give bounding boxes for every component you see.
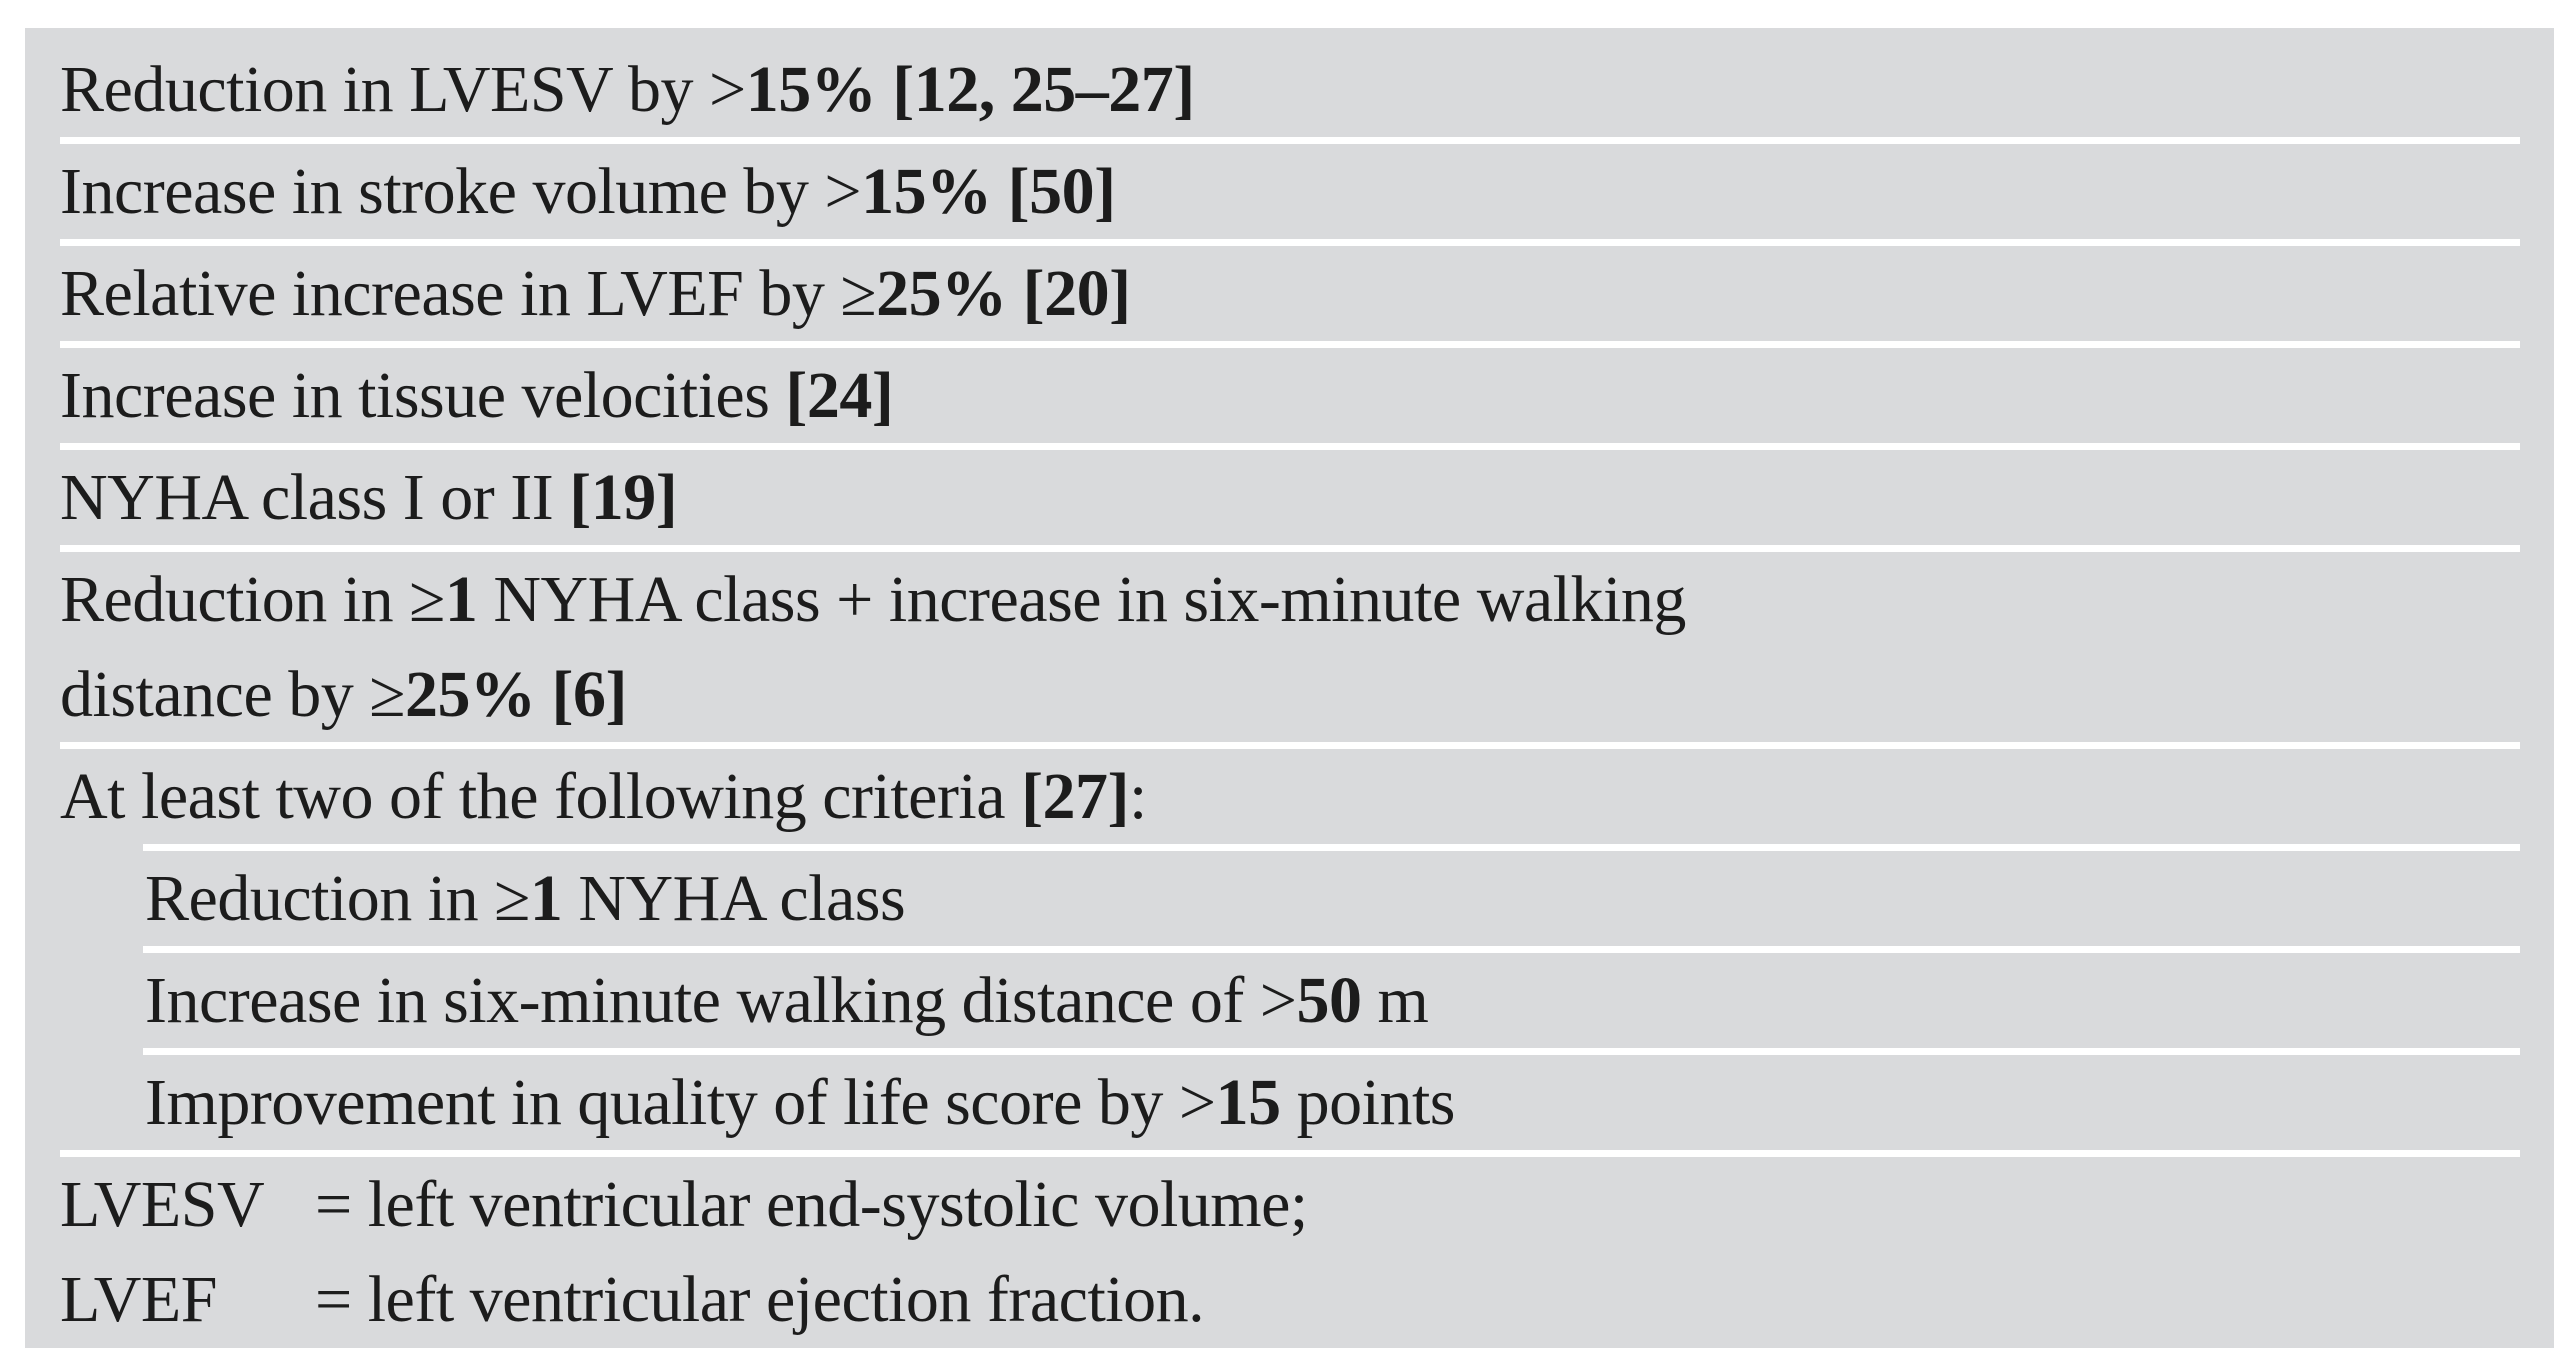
criteria-text: Increase in stroke volume by > <box>60 155 862 228</box>
footnote-definition: = left ventricular ejection fraction. <box>315 1263 1205 1336</box>
row-separator <box>60 341 2520 348</box>
criteria-number: 1 <box>444 563 478 636</box>
criteria-text <box>535 658 551 731</box>
criteria-line: Increase in stroke volume by >15% [50] <box>60 144 2524 239</box>
criteria-line: distance by ≥25% [6] <box>60 647 2524 742</box>
row-separator <box>60 239 2520 246</box>
criteria-text: NYHA class + increase in six-minute walk… <box>477 563 1686 636</box>
criteria-text: NYHA class I or II <box>60 461 570 534</box>
criteria-text: Reduction in ≥ <box>60 563 445 636</box>
criteria-number: 15% <box>745 53 877 126</box>
criteria-table: Reduction in LVESV by >15% [12, 25–27] In… <box>25 28 2554 1348</box>
criteria-text: Reduction in LVESV by > <box>60 53 746 126</box>
criteria-text: Increase in six-minute walking distance … <box>145 964 1297 1037</box>
row-separator <box>143 946 2520 953</box>
row-separator <box>60 443 2520 450</box>
criteria-number: 15% <box>861 155 992 228</box>
footnote-abbr: LVESV <box>60 1168 265 1241</box>
criteria-number: [20] <box>1022 257 1131 330</box>
criteria-row: Relative increase in LVEF by ≥25% [20] <box>25 246 2554 341</box>
criteria-line: Relative increase in LVEF by ≥25% [20] <box>60 246 2524 341</box>
criteria-row: Improvement in quality of life score by … <box>25 1055 2554 1150</box>
criteria-row: Increase in tissue velocities [24] <box>25 348 2554 443</box>
criteria-number: 25% <box>404 658 536 731</box>
criteria-text: Reduction in ≥ <box>145 862 530 935</box>
criteria-line: At least two of the following criteria [… <box>60 749 2524 844</box>
criteria-text <box>992 155 1008 228</box>
criteria-line: Increase in tissue velocities [24] <box>60 348 2524 443</box>
row-separator <box>60 137 2520 144</box>
footnote-abbr: LVEF <box>60 1263 217 1336</box>
criteria-number: [12, 25–27] <box>892 53 1195 126</box>
criteria-text: m <box>1361 964 1429 1037</box>
criteria-line: Increase in six-minute walking distance … <box>145 953 2524 1048</box>
criteria-line: Reduction in ≥1 NYHA class <box>145 851 2524 946</box>
criteria-number: [27] <box>1021 760 1130 833</box>
criteria-text: : <box>1129 760 1147 833</box>
row-separator <box>143 1048 2520 1055</box>
row-separator <box>60 1150 2520 1157</box>
criteria-text: distance by ≥ <box>60 658 405 731</box>
criteria-number: [24] <box>785 359 894 432</box>
criteria-row: Increase in stroke volume by >15% [50] <box>25 144 2554 239</box>
row-separator <box>60 742 2520 749</box>
criteria-number: 25% <box>876 257 1007 330</box>
row-separator <box>143 844 2520 851</box>
criteria-line: Improvement in quality of life score by … <box>145 1055 2524 1150</box>
criteria-number: 1 <box>529 862 563 935</box>
criteria-text: NYHA class <box>562 862 906 935</box>
criteria-number: [6] <box>551 658 627 731</box>
criteria-line: Reduction in LVESV by >15% [12, 25–27] <box>60 42 2524 137</box>
criteria-line: Reduction in ≥1 NYHA class + increase in… <box>60 552 2524 647</box>
criteria-text: At least two of the following criteria <box>60 760 1022 833</box>
criteria-number: [19] <box>569 461 678 534</box>
criteria-number: 15 <box>1215 1066 1282 1139</box>
footnote-definition: = left ventricular end-systolic volume; <box>315 1168 1308 1241</box>
criteria-number: [50] <box>1007 155 1116 228</box>
footnote-row: LVEF = left ventricular ejection fraction… <box>25 1252 2554 1347</box>
criteria-text <box>876 53 892 126</box>
criteria-text: Improvement in quality of life score by … <box>145 1066 1216 1139</box>
criteria-text <box>1007 257 1023 330</box>
criteria-text: points <box>1280 1066 1456 1139</box>
criteria-number: 50 <box>1296 964 1363 1037</box>
criteria-row: Reduction in LVESV by >15% [12, 25–27] <box>25 42 2554 137</box>
criteria-row: NYHA class I or II [19] <box>25 450 2554 545</box>
criteria-text: Relative increase in LVEF by ≥ <box>60 257 877 330</box>
criteria-row: Increase in six-minute walking distance … <box>25 953 2554 1048</box>
criteria-row: Reduction in ≥1 NYHA class <box>25 851 2554 946</box>
criteria-row: At least two of the following criteria [… <box>25 749 2554 844</box>
criteria-line: NYHA class I or II [19] <box>60 450 2524 545</box>
criteria-text: Increase in tissue velocities <box>60 359 786 432</box>
criteria-row: Reduction in ≥1 NYHA class + increase in… <box>25 552 2554 742</box>
footnote-row: LVESV = left ventricular end-systolic vol… <box>25 1157 2554 1252</box>
row-separator <box>60 545 2520 552</box>
